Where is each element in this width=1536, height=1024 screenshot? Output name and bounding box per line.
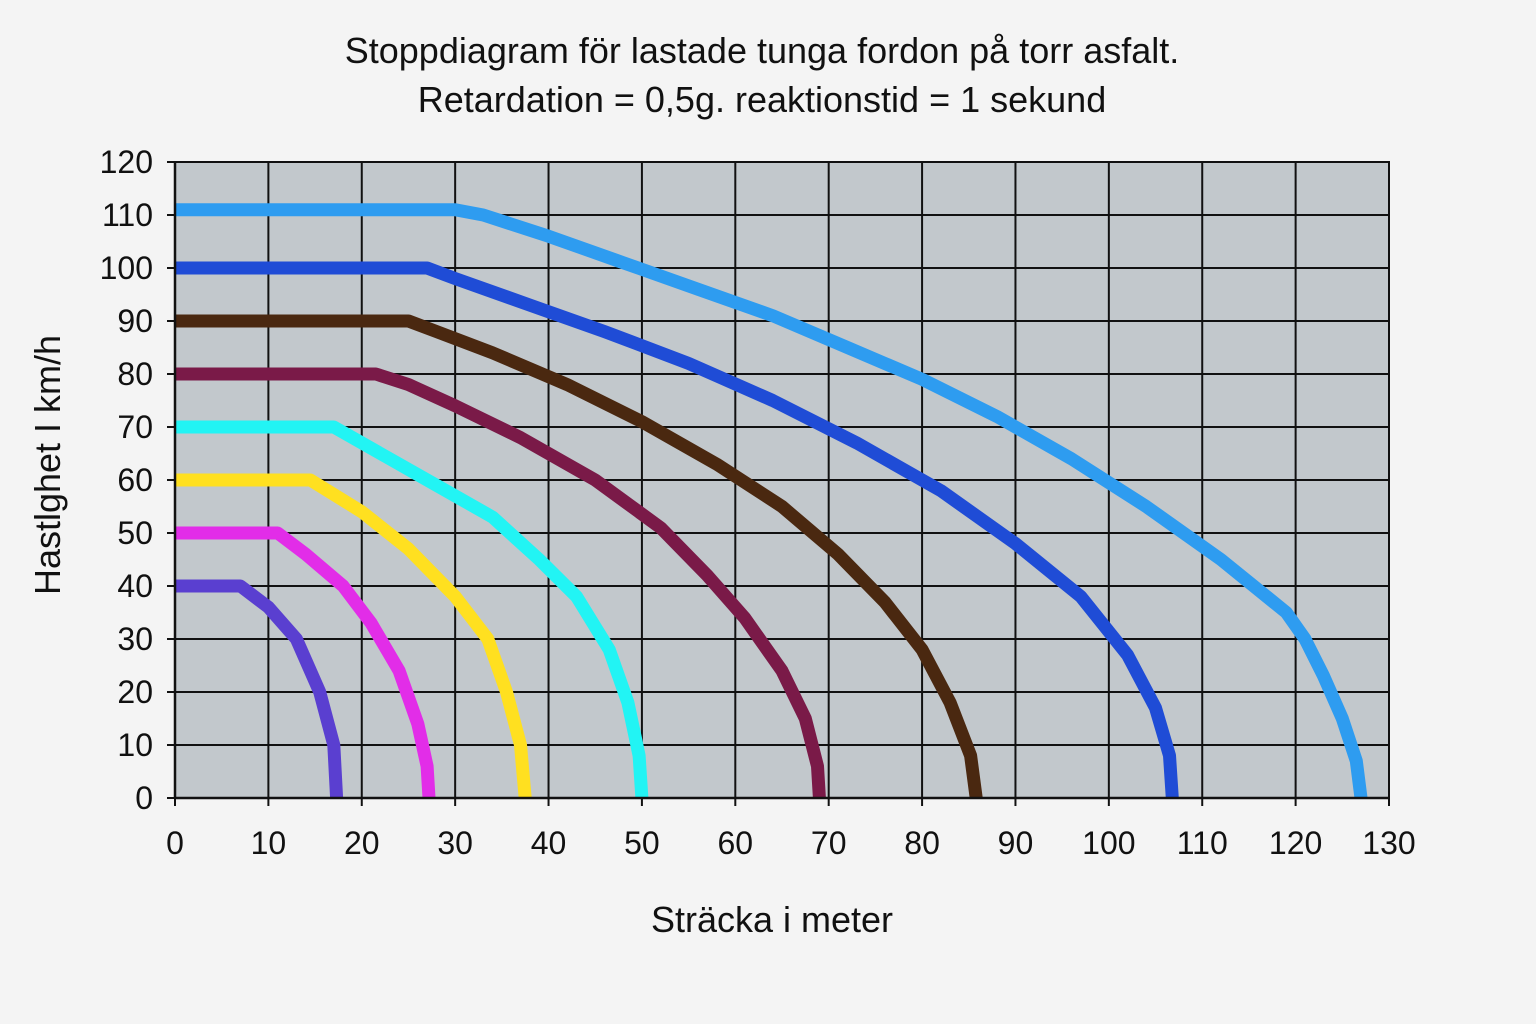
x-tick-labels: 0 10 20 30 40 50 60 70 80 90 100 110 120 130 [166,825,1416,861]
chart-title: Stoppdiagram för lastade tunga fordon på… [345,30,1180,71]
y-tick-label: 70 [117,409,153,445]
y-tick-label: 90 [117,303,153,339]
y-tick-label: 80 [117,356,153,392]
series-line-3 [175,473,532,799]
y-tick-label: 40 [117,568,153,604]
x-tick-label: 40 [531,825,567,861]
x-tick-label: 10 [251,825,287,861]
y-tick-label: 10 [117,727,153,763]
x-tick-label: 120 [1269,825,1322,861]
series-layer [175,203,1368,799]
x-tick-label: 60 [718,825,754,861]
y-tick-label: 100 [100,250,153,286]
x-tick-label: 90 [998,825,1034,861]
y-tick-label: 30 [117,621,153,657]
x-tick-label: 0 [166,825,184,861]
y-tick-label: 120 [100,144,153,180]
series-line-4 [175,420,649,799]
x-tick-label: 100 [1082,825,1135,861]
x-tick-label: 80 [904,825,940,861]
x-tick-label: 30 [437,825,473,861]
series-line-5 [175,367,826,799]
y-tick-label: 60 [117,462,153,498]
x-tick-label: 50 [624,825,660,861]
series-line-6 [175,314,983,799]
x-tick-label: 70 [811,825,847,861]
x-tick-label: 130 [1362,825,1415,861]
y-tick-label: 0 [135,780,153,816]
y-tick-label: 20 [117,674,153,710]
series-line-7 [175,261,1179,799]
y-tick-label: 50 [117,515,153,551]
chart-subtitle: Retardation = 0,5g. reaktionstid = 1 sek… [418,79,1106,120]
axes [167,161,1390,806]
series-line-8 [175,203,1368,799]
y-tick-label: 110 [102,197,153,233]
y-tick-labels: 0 10 20 30 40 50 60 70 80 90 100 110 120 [100,144,153,816]
series-line-2 [175,526,436,799]
y-axis-label: Hastlghet I km/h [27,335,68,595]
x-tick-label: 20 [344,825,380,861]
series-line-1 [175,579,344,799]
x-axis-label: Sträcka i meter [651,899,893,940]
x-tick-label: 110 [1177,825,1228,861]
